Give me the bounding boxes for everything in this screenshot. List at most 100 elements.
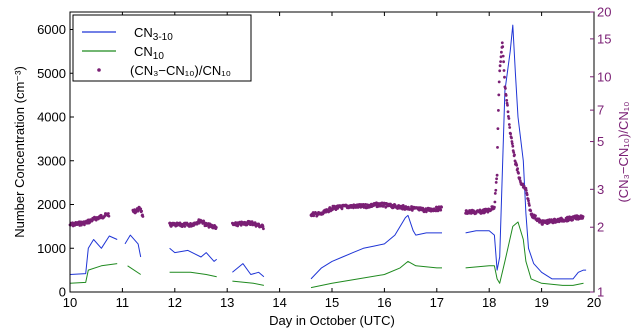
- ratio-point: [183, 225, 187, 228]
- ratio-point: [389, 202, 392, 206]
- ratio-point: [501, 54, 505, 58]
- ratio-point: [528, 204, 531, 207]
- right-tick-label: 20: [597, 5, 611, 20]
- x-tick-label: 18: [482, 295, 496, 310]
- ratio-point: [83, 223, 86, 227]
- ratio-point: [581, 215, 585, 219]
- ratio-point: [495, 173, 499, 177]
- ratio-point: [496, 127, 500, 130]
- ratio-point: [312, 214, 316, 218]
- ratio-point: [500, 50, 503, 54]
- y-tick-label: 1000: [37, 241, 66, 256]
- ratio-point: [534, 214, 537, 218]
- x-tick-label: 11: [116, 295, 130, 310]
- ratio-point: [506, 103, 509, 107]
- ratio-point: [502, 60, 505, 64]
- ratio-point: [503, 75, 506, 79]
- ratio-point: [529, 209, 533, 213]
- y-tick-label: 0: [59, 285, 66, 300]
- ratio-point: [107, 212, 110, 215]
- ratio-point: [494, 181, 498, 184]
- ratio-point: [499, 60, 502, 63]
- series-line-cn10: [70, 222, 594, 288]
- right-axis-label: (CN₃−CN₁₀)/CN₁₀: [616, 101, 631, 202]
- ratio-point: [497, 80, 501, 84]
- ratio-point: [498, 69, 502, 73]
- ratio-point: [497, 109, 500, 112]
- ratio-point: [261, 225, 265, 228]
- right-tick-label: 1: [597, 285, 604, 300]
- right-tick-label: 2: [597, 220, 604, 235]
- y-tick-label: 2000: [37, 197, 66, 212]
- ratio-point: [328, 206, 332, 209]
- right-tick-label: 10: [597, 69, 611, 84]
- ratio-point: [501, 45, 505, 49]
- ratio-point: [517, 171, 520, 175]
- ratio-point: [525, 193, 529, 197]
- ratio-point: [496, 146, 499, 149]
- ratio-point: [107, 214, 111, 218]
- ratio-point: [141, 215, 145, 218]
- ratio-point: [571, 218, 574, 222]
- ratio-point: [527, 199, 530, 203]
- ratio-point: [521, 182, 525, 186]
- ratio-point: [513, 153, 516, 157]
- right-tick-label: 5: [597, 134, 604, 149]
- ratio-point: [497, 93, 501, 97]
- ratio-point: [384, 205, 388, 209]
- right-tick-label: 15: [597, 31, 611, 46]
- x-axis-label: Day in October (UTC): [269, 313, 395, 328]
- ratio-point: [499, 55, 503, 59]
- legend: CN3-10 CN10 (CN₃−CN₁₀)/CN₁₀: [72, 14, 252, 82]
- ratio-point: [250, 220, 254, 224]
- ratio-point: [248, 223, 252, 227]
- ratio-point: [493, 205, 496, 209]
- y-tick-label: 6000: [37, 22, 66, 37]
- x-tick-label: 12: [168, 295, 182, 310]
- legend-label-ratio: (CN₃−CN₁₀)/CN₁₀: [130, 63, 231, 78]
- x-tick-label: 20: [587, 295, 601, 310]
- ratio-point: [508, 126, 512, 129]
- ratio-point: [440, 205, 443, 209]
- y-tick-label: 5000: [37, 66, 66, 81]
- ratio-point: [507, 115, 510, 118]
- ratio-point: [510, 136, 513, 140]
- ratio-dots: [68, 41, 585, 231]
- ratio-point: [506, 110, 510, 114]
- ratio-point: [340, 207, 344, 211]
- legend-box: [72, 14, 252, 82]
- x-tick-label: 16: [377, 295, 391, 310]
- x-axis-ticks: 10 11 12 13 14 15 16 17 18 19 20: [63, 12, 601, 310]
- ratio-point: [505, 99, 509, 102]
- legend-label-cn3-10: CN3-10: [134, 25, 173, 43]
- ratio-point: [324, 210, 328, 214]
- ratio-point: [512, 151, 516, 154]
- ratio-point: [495, 177, 498, 181]
- ratio-point: [136, 209, 140, 213]
- ratio-point: [262, 227, 265, 231]
- y-tick-label: 3000: [37, 153, 66, 168]
- ratio-point: [498, 64, 502, 68]
- right-tick-label: 7: [597, 103, 604, 118]
- ratio-point: [139, 207, 143, 211]
- ratio-point: [493, 200, 497, 204]
- right-tick-label: 3: [597, 182, 604, 197]
- ratio-point: [504, 87, 507, 90]
- x-tick-label: 10: [63, 295, 77, 310]
- ratio-point: [510, 142, 514, 146]
- ratio-point: [515, 163, 519, 167]
- ratio-point: [140, 209, 144, 213]
- ratio-point: [509, 132, 512, 136]
- legend-label-cn10: CN10: [134, 44, 164, 62]
- ratio-point: [504, 94, 508, 97]
- x-tick-label: 14: [272, 295, 286, 310]
- ratio-point: [510, 140, 514, 143]
- ratio-point: [493, 192, 497, 195]
- x-tick-label: 19: [534, 295, 548, 310]
- legend-swatch-ratio: [97, 68, 101, 72]
- right-axis-ticks: 1 2 3 5 7 10 15 20: [590, 5, 611, 300]
- x-tick-label: 13: [220, 295, 234, 310]
- ratio-point: [214, 226, 218, 229]
- y-axis-label: Number Concentration (cm⁻³): [12, 66, 27, 238]
